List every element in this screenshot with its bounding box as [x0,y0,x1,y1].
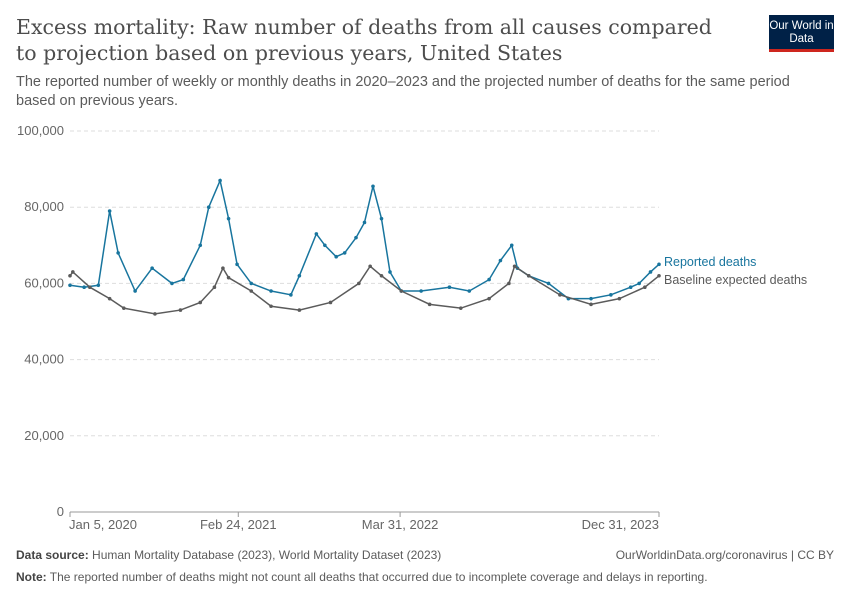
data-point [558,293,562,297]
source-link[interactable]: OurWorldinData.org/coronavirus | CC BY [615,548,834,562]
data-point [328,300,333,305]
x-tick-label: Dec 31, 2023 [582,517,659,532]
data-point [657,273,661,278]
data-point [226,216,231,221]
data-point [617,296,622,301]
data-point [71,270,75,274]
data-point [589,296,593,301]
data-point [362,220,367,225]
x-tick-label: Jan 5, 2020 [69,517,137,532]
data-point [388,270,392,274]
note-label: Note: [16,570,47,584]
data-point [297,273,302,278]
data-point [314,232,319,236]
data-point [637,281,641,286]
data-point [498,258,503,263]
owid-logo[interactable]: Our World in Data [769,15,834,52]
y-tick-label: 20,000 [24,428,64,443]
data-point [399,289,404,293]
y-tick-label: 40,000 [24,352,64,367]
data-point [198,300,203,305]
data-point [419,289,423,293]
data-point [643,285,647,290]
chart-title: Excess mortality: Raw number of deaths f… [16,15,712,65]
data-point [487,277,491,282]
data-point [628,285,633,290]
chart-subtitle: The reported number of weekly or monthly… [16,74,790,109]
data-point [379,273,384,278]
data-point [323,243,327,248]
data-point [206,205,211,209]
data-point [546,281,551,286]
data-point [82,285,86,290]
data-point [371,184,375,189]
data-source: Data source: Human Mortality Database (2… [16,548,441,562]
data-point [133,289,137,293]
data-point [467,289,472,293]
data-point [153,312,157,316]
series-line [69,178,660,300]
data-point [269,304,273,309]
data-point [88,285,92,290]
data-point [181,277,186,282]
data-point [334,254,338,259]
series-line [69,265,660,315]
data-point [512,264,517,269]
data-point [458,306,463,310]
series-label: Baseline expected deaths [664,273,807,287]
data-point [657,262,661,267]
x-tick-label: Feb 24, 2021 [200,517,277,532]
data-point [249,289,254,293]
note: Note: The reported number of deaths migh… [16,570,708,584]
y-tick-label: 80,000 [24,199,64,214]
data-point [68,283,72,288]
note-text: The reported number of deaths might not … [49,570,708,584]
y-tick-label: 100,000 [17,123,64,138]
data-point [212,285,217,290]
data-point [354,235,358,240]
data-point [178,308,183,312]
data-point [589,302,593,307]
data-point [368,264,372,269]
data-point [289,293,293,297]
data-point [297,308,302,312]
source-label: Data source: [16,548,89,562]
data-point [526,273,531,278]
data-point [107,296,112,301]
data-point [235,262,239,267]
data-point [342,251,347,255]
data-point [226,275,231,280]
data-point [507,281,511,286]
data-point [107,209,112,213]
series-label: Reported deaths [664,255,756,269]
data-point [218,178,222,183]
data-point [427,302,432,307]
data-point [357,281,361,286]
data-point [609,293,613,297]
data-point [170,281,174,286]
y-tick-label: 60,000 [24,275,64,290]
data-point [648,270,653,274]
data-point [96,283,101,288]
data-point [116,251,120,255]
data-point [269,289,273,293]
y-tick-label: 0 [57,504,64,519]
x-tick-label: Mar 31, 2022 [362,517,439,532]
data-point [487,296,491,301]
source-text: Human Mortality Database (2023), World M… [92,548,442,562]
data-point [122,306,126,310]
data-point [447,285,452,290]
data-point [68,273,72,278]
data-point [379,216,384,221]
data-point [509,243,514,248]
data-point [221,266,225,270]
data-point [150,266,154,270]
data-point [249,281,254,286]
data-point [198,243,203,248]
